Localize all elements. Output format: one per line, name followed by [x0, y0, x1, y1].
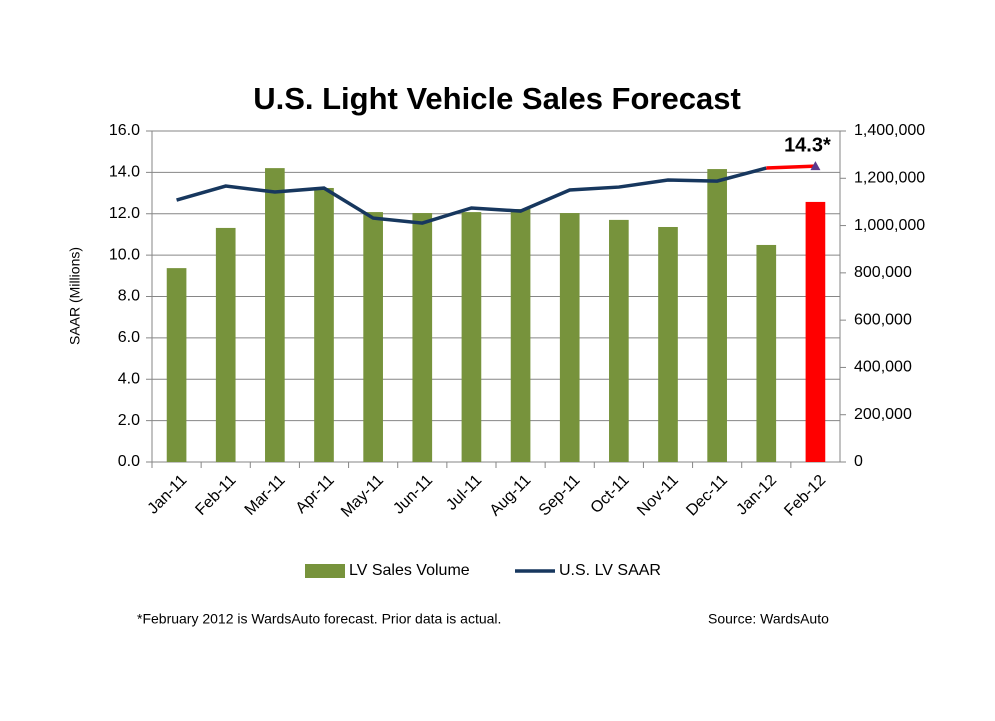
y-tick-label: 6.0: [118, 329, 140, 346]
legend-label: U.S. LV SAAR: [559, 562, 661, 579]
bar: [461, 212, 482, 462]
line: [176, 166, 767, 225]
source: Source: WardsAuto: [708, 611, 829, 627]
y2-tick-label: 600,000: [854, 311, 912, 328]
bar: [265, 168, 285, 462]
legend-label: LV Sales Volume: [349, 562, 470, 579]
y-tick-label: 2.0: [118, 412, 140, 429]
bar: [314, 187, 334, 462]
forecast-segment: [766, 164, 816, 170]
y2-tick-label: 400,000: [854, 359, 912, 376]
bar: [215, 227, 236, 462]
bar: [707, 169, 727, 462]
y-tick-label: 12.0: [109, 205, 140, 222]
y-axis-label: SAAR (Millions): [67, 247, 83, 345]
y2-tick-label: 1,000,000: [854, 217, 925, 234]
y-tick-label: 4.0: [118, 370, 140, 387]
y-tick-label: 14.0: [109, 164, 140, 181]
y-tick-label: 0.0: [118, 453, 140, 470]
forecast-marker: [810, 161, 821, 171]
bar: [510, 209, 531, 462]
y-tick-label: 8.0: [118, 288, 140, 305]
legend-swatch: [305, 564, 345, 578]
y2-tick-label: 800,000: [854, 264, 912, 281]
data-label: 14.3*: [784, 134, 831, 156]
bar: [609, 219, 629, 462]
bar: [805, 201, 826, 462]
footnote: *February 2012 is WardsAuto forecast. Pr…: [137, 611, 501, 627]
y2-tick-label: 0: [854, 453, 863, 470]
y2-tick-label: 200,000: [854, 406, 912, 423]
bar: [412, 213, 433, 462]
bar: [756, 244, 777, 462]
bar: [363, 212, 383, 462]
y2-tick-label: 1,400,000: [854, 122, 925, 139]
bar: [166, 268, 187, 462]
y-tick-label: 16.0: [109, 122, 140, 139]
chart-title: U.S. Light Vehicle Sales Forecast: [253, 81, 741, 116]
y-tick-label: 10.0: [109, 246, 140, 263]
bar: [559, 213, 580, 462]
bar: [658, 226, 678, 462]
y2-tick-label: 1,200,000: [854, 170, 925, 187]
